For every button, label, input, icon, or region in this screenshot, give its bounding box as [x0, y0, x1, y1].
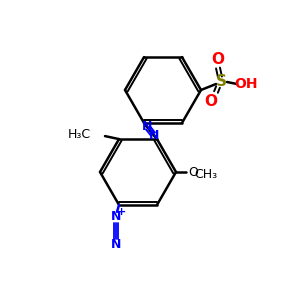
Text: O: O	[212, 52, 224, 68]
Text: H₃C: H₃C	[68, 128, 91, 141]
Text: N: N	[149, 129, 159, 142]
Text: N: N	[111, 210, 121, 224]
Text: O: O	[188, 166, 198, 178]
Text: +: +	[117, 207, 127, 217]
Text: CH₃: CH₃	[194, 169, 218, 182]
Text: S: S	[215, 74, 226, 89]
Text: N: N	[142, 120, 152, 133]
Text: N: N	[111, 238, 121, 251]
Text: O: O	[205, 94, 218, 110]
Text: OH: OH	[234, 77, 258, 91]
